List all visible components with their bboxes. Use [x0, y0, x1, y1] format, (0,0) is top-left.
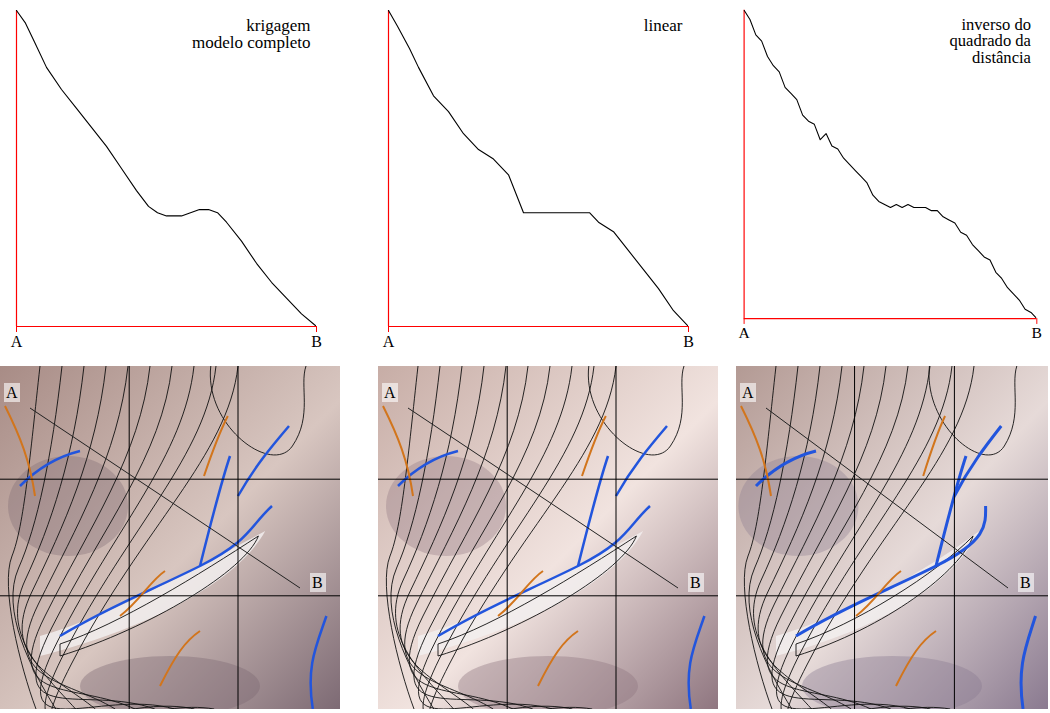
- svg-text:A: A: [742, 384, 754, 401]
- svg-text:A: A: [738, 324, 750, 341]
- svg-text:B: B: [683, 333, 694, 350]
- svg-text:A: A: [383, 333, 395, 350]
- svg-text:krigagemmodelo completo: krigagemmodelo completo: [192, 16, 311, 52]
- svg-text:inverso doquadrado dadistância: inverso doquadrado dadistância: [949, 15, 1031, 67]
- svg-text:B: B: [1032, 324, 1042, 341]
- svg-text:B: B: [312, 574, 323, 591]
- svg-text:B: B: [1020, 574, 1031, 591]
- svg-text:B: B: [690, 574, 701, 591]
- svg-text:linear: linear: [644, 16, 683, 35]
- svg-text:B: B: [311, 333, 322, 350]
- svg-text:A: A: [11, 333, 23, 350]
- svg-text:A: A: [6, 384, 18, 401]
- svg-text:A: A: [384, 384, 396, 401]
